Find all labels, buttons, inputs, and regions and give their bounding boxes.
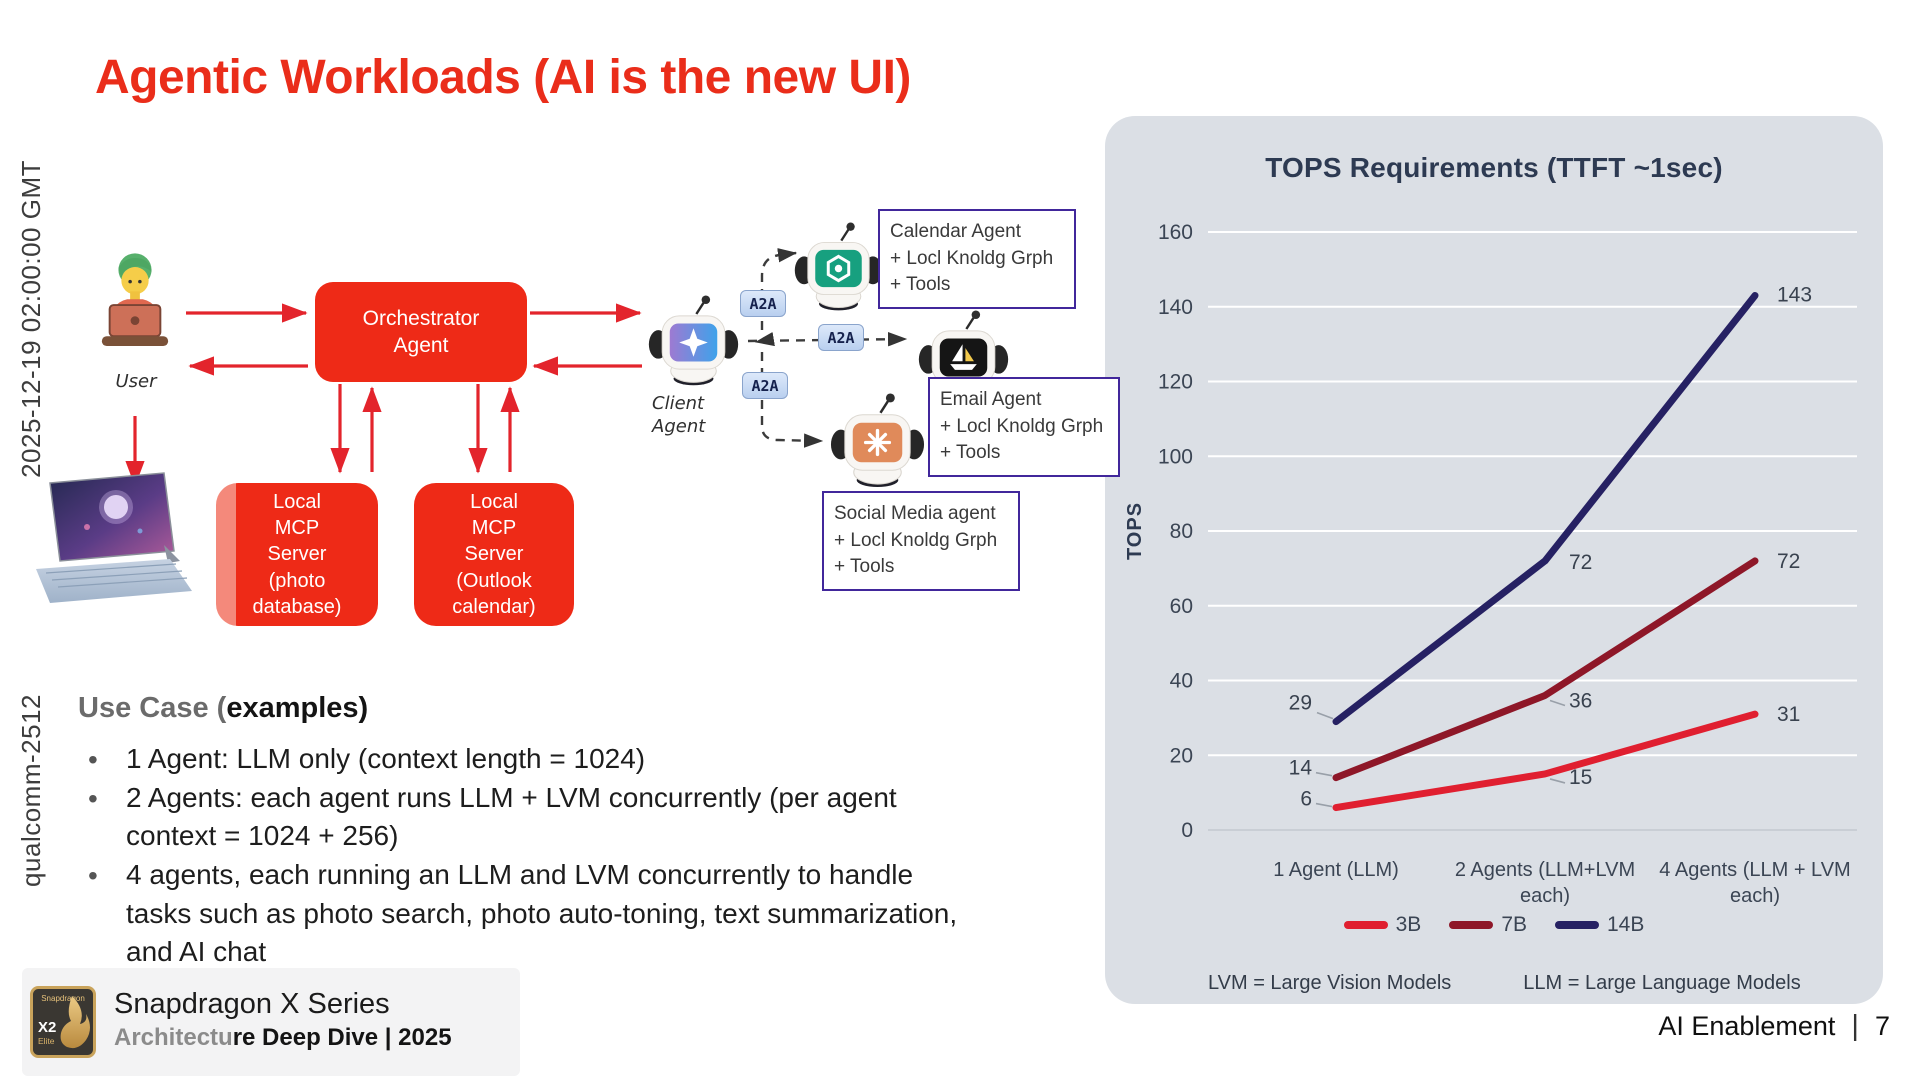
data-label: 29 [1289, 692, 1312, 715]
chart-footnote: LLM = Large Language Models [1523, 972, 1801, 994]
footer-product-title: Snapdragon X Series [114, 988, 390, 1020]
mcp-server-outlook-box: Local MCP Server (Outlook calendar) [414, 483, 574, 626]
data-label: 72 [1777, 550, 1800, 573]
legend-label: 7B [1501, 913, 1527, 936]
a2a-badge: A2A [818, 324, 864, 351]
client-agent-label: Client Agent [652, 393, 706, 438]
x-category-label: 4 Agents (LLM + LVM each) [1659, 859, 1850, 907]
a2a-badge: A2A [740, 290, 786, 317]
use-case-list: 1 Agent: LLM only (context length = 1024… [78, 740, 958, 972]
a2a-dashed-links [747, 248, 908, 448]
y-tick-label: 40 [1170, 670, 1193, 693]
laptop-image [36, 472, 192, 603]
use-case-heading-emphasis: examples [226, 692, 359, 724]
y-tick-label: 20 [1170, 744, 1193, 767]
orchestrator-agent-box: Orchestrator Agent [315, 282, 527, 382]
footer-divider: | [1851, 1010, 1859, 1042]
y-tick-label: 80 [1170, 520, 1193, 543]
y-tick-label: 100 [1158, 445, 1193, 468]
logo-tier-text: Elite [38, 1036, 55, 1046]
data-label: 6 [1300, 788, 1312, 811]
red-arrows [125, 303, 642, 487]
watermark-timestamp: 2025-12-19 02:00:00 GMT [16, 160, 46, 478]
email-agent-box: Email Agent + Locl Knoldg Grph + Tools [928, 377, 1120, 477]
watermark-id: qualcomm-2512 [16, 694, 46, 887]
label-leader [1315, 802, 1333, 808]
logo-model-text: X2 [38, 1019, 56, 1036]
footer-section-pager: AI Enablement | 7 [1658, 1010, 1890, 1043]
chart-title: TOPS Requirements (TTFT ~1sec) [1265, 152, 1723, 183]
use-case-bullet: 1 Agent: LLM only (context length = 1024… [78, 740, 958, 779]
social-media-agent-icon [830, 393, 925, 488]
chart-panel: TOPS Requirements (TTFT ~1sec) 0 20 40 60 80… [1105, 116, 1883, 1004]
data-label: 14 [1289, 757, 1313, 780]
legend-swatch [1449, 921, 1494, 929]
page-title: Agentic Workloads (AI is the new UI) [95, 51, 911, 104]
starburst-icon [863, 428, 892, 457]
legend-label: 14B [1607, 913, 1645, 936]
social-media-agent-box: Social Media agent + Locl Knoldg Grph + … [822, 491, 1020, 591]
y-tick-label: 120 [1158, 371, 1193, 394]
data-label: 31 [1777, 703, 1800, 726]
y-tick-label: 140 [1158, 296, 1193, 319]
legend-item-7B: 7B [1449, 913, 1527, 937]
use-case-bullet: 2 Agents: each agent runs LLM + LVM conc… [78, 779, 958, 856]
label-leader [1549, 778, 1566, 784]
chart-legend: 3B 7B 14B [1105, 913, 1883, 937]
footer-subtitle: Architecture Deep Dive | 2025 [114, 1024, 452, 1052]
use-case-heading-prefix: Use Case ( [78, 692, 227, 724]
calendar-agent-icon [794, 222, 883, 311]
mcp-server-photo-box: Local MCP Server (photo database) [216, 483, 378, 626]
logo-brand-text: Snapdragon [41, 994, 85, 1003]
chart-footnote: LVM = Large Vision Models [1208, 972, 1452, 994]
chart-plot-svg: 0 20 40 60 80 100 120 140 160 TOPS 1 Agent (LLM) 2 … [1124, 221, 1857, 907]
label-leader [1315, 771, 1333, 777]
series-line-14B [1332, 292, 1759, 726]
legend-swatch [1555, 921, 1599, 929]
footer-section-label: AI Enablement [1658, 1011, 1836, 1041]
legend-label: 3B [1395, 913, 1422, 936]
sailboat-icon [950, 344, 977, 370]
use-case-heading-suffix: ) [358, 692, 369, 724]
snapdragon-x2-elite-logo: Snapdragon X2 Elite [30, 986, 96, 1058]
y-tick-label: 0 [1181, 819, 1193, 842]
legend-item-14B: 14B [1555, 913, 1644, 937]
footer-subtitle-black: re Deep Dive | 2025 [232, 1024, 452, 1051]
user-label: User [115, 371, 157, 392]
page-number: 7 [1874, 1011, 1890, 1041]
legend-swatch [1343, 921, 1388, 929]
data-label: 15 [1569, 766, 1592, 789]
use-case-bullet: 4 agents, each running an LLM and LVM co… [78, 856, 958, 972]
legend-item-3B: 3B [1343, 913, 1422, 937]
footer-background-band [22, 968, 520, 1076]
y-axis-label: TOPS [1124, 502, 1146, 560]
diagram-connectors-svg [125, 248, 908, 487]
client-agent-icon [648, 295, 739, 386]
sparkle-star-icon [679, 328, 708, 357]
use-case-heading: Use Case (examples) [78, 692, 368, 725]
user-icon [101, 253, 169, 346]
label-leader [1549, 699, 1566, 707]
flame-icon [60, 996, 90, 1049]
y-tick-label: 60 [1170, 595, 1193, 618]
data-label: 143 [1777, 284, 1812, 307]
footer-subtitle-gray: Architectu [114, 1024, 233, 1051]
data-label: 36 [1569, 689, 1592, 712]
y-tick-label: 160 [1158, 221, 1193, 244]
openai-knot-icon [826, 254, 851, 283]
chart-footnotes: LVM = Large Vision Models LLM = Large Lan… [1208, 972, 1801, 995]
series-line-7B [1332, 557, 1759, 782]
x-category-label: 2 Agents (LLM+LVM each) [1455, 859, 1635, 907]
calendar-agent-box: Calendar Agent + Locl Knoldg Grph + Tool… [878, 209, 1076, 309]
series-line-3B [1332, 710, 1759, 812]
label-leader [1316, 711, 1334, 720]
a2a-badge: A2A [742, 372, 788, 399]
data-label: 72 [1569, 551, 1592, 574]
x-category-label: 1 Agent (LLM) [1273, 859, 1399, 881]
